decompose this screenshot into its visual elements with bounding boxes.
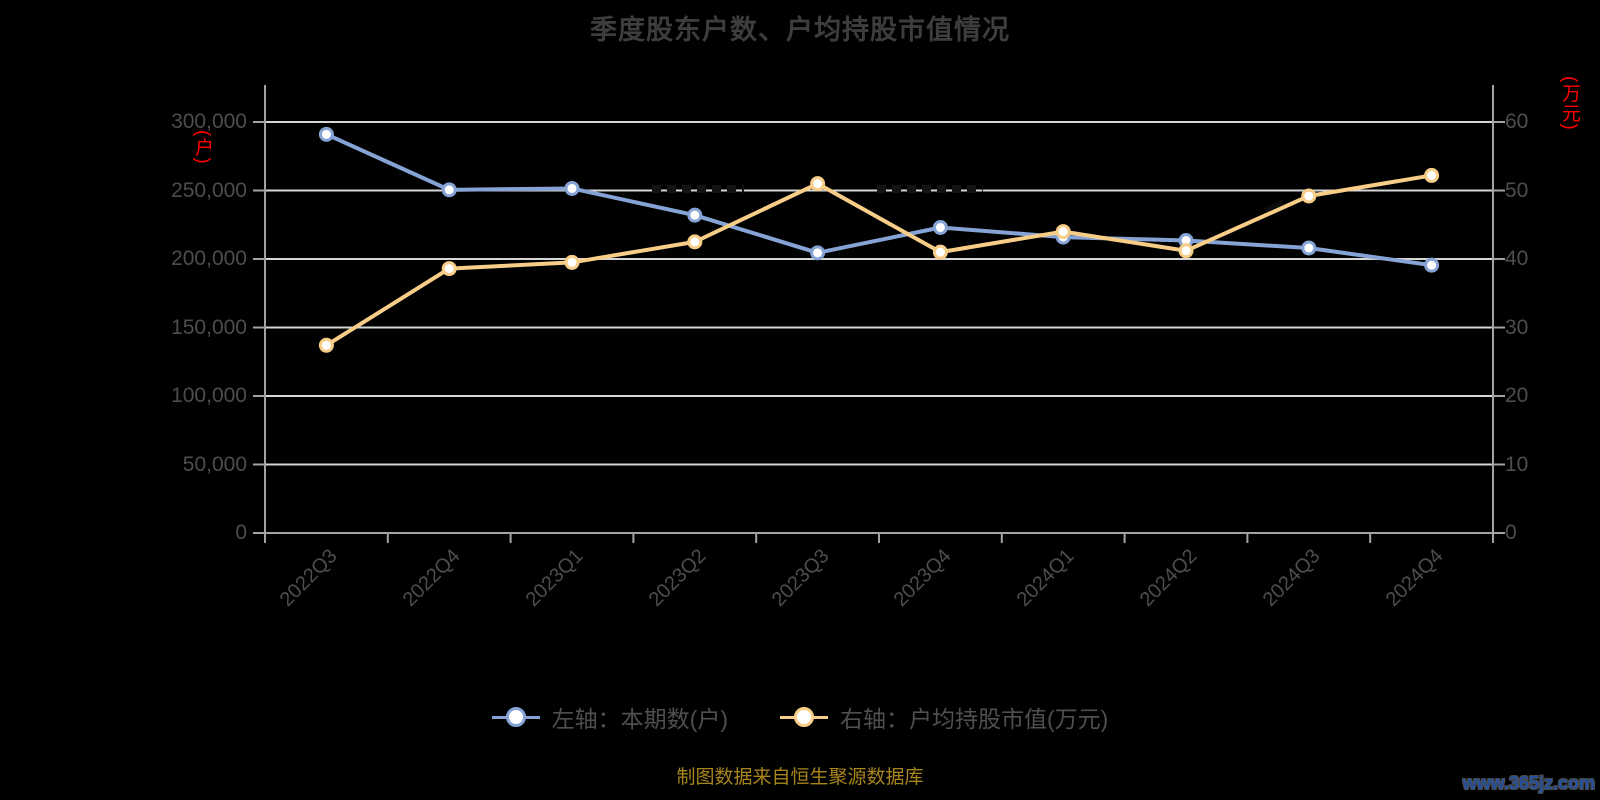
right-axis-tick-label: 40 <box>1505 247 1529 270</box>
right-axis-tick-label: 20 <box>1505 384 1529 407</box>
right-axis-tick-label: 60 <box>1505 110 1529 133</box>
data-point-marker[interactable] <box>932 219 948 235</box>
data-point-marker[interactable] <box>441 182 457 198</box>
left-axis-tick-label: 150,000 <box>171 315 247 339</box>
left-axis-tick-label: 300,000 <box>171 110 247 133</box>
data-point-marker[interactable] <box>810 245 826 261</box>
right-axis-unit-label: (万元) <box>1559 76 1580 131</box>
series-line-0 <box>324 132 1434 268</box>
data-point-marker[interactable] <box>1301 240 1317 256</box>
gridline-smudge <box>877 185 983 193</box>
data-point-marker[interactable] <box>318 126 334 142</box>
legend-label-left-series: 左轴：本期数(户) <box>551 706 728 732</box>
yellow-line-marker-icon <box>780 707 828 727</box>
data-point-marker[interactable] <box>810 176 826 192</box>
data-point-marker[interactable] <box>318 337 334 353</box>
chart-title: 季度股东户数、户均持股市值情况 <box>590 15 1010 45</box>
legend-item-right-series[interactable]: 右轴：户均持股市值(万元) <box>780 700 1108 734</box>
left-axis-unit-label: (户) <box>192 130 213 165</box>
data-point-marker[interactable] <box>1301 188 1317 204</box>
right-axis-tick-label: 30 <box>1505 315 1529 339</box>
data-point-marker[interactable] <box>932 244 948 260</box>
data-point-marker[interactable] <box>441 261 457 277</box>
right-axis-tick-label: 50 <box>1505 178 1529 202</box>
data-source-note: 制图数据来自恒生聚源数据库 <box>676 767 924 788</box>
data-point-marker[interactable] <box>1424 167 1440 183</box>
data-point-marker[interactable] <box>1424 257 1440 273</box>
site-watermark[interactable]: www.365jz.com <box>1462 773 1595 793</box>
gridline-smudge <box>652 185 744 193</box>
blue-line-marker-icon <box>491 707 540 727</box>
legend-label-right-series: 右轴：户均持股市值(万元) <box>840 706 1109 732</box>
legend-item-left-series[interactable]: 左轴：本期数(户) <box>491 700 728 734</box>
series-line-1 <box>324 173 1434 348</box>
left-axis-tick-label: 100,000 <box>171 384 247 407</box>
data-point-marker[interactable] <box>1178 243 1194 259</box>
data-point-marker[interactable] <box>564 180 580 196</box>
data-point-marker[interactable] <box>1055 224 1071 240</box>
left-axis-tick-label: 0 <box>235 521 247 544</box>
right-axis-tick-label: 10 <box>1505 452 1529 476</box>
left-axis-tick-label: 200,000 <box>171 247 247 270</box>
data-point-marker[interactable] <box>564 254 580 270</box>
legend: 左轴：本期数(户) 右轴：户均持股市值(万元) <box>0 700 1600 734</box>
right-axis-tick-label: 0 <box>1505 521 1517 544</box>
left-axis-tick-label: 250,000 <box>171 178 247 202</box>
left-axis-tick-label: 50,000 <box>182 452 247 476</box>
data-point-marker[interactable] <box>687 207 703 223</box>
data-point-marker[interactable] <box>687 234 703 250</box>
